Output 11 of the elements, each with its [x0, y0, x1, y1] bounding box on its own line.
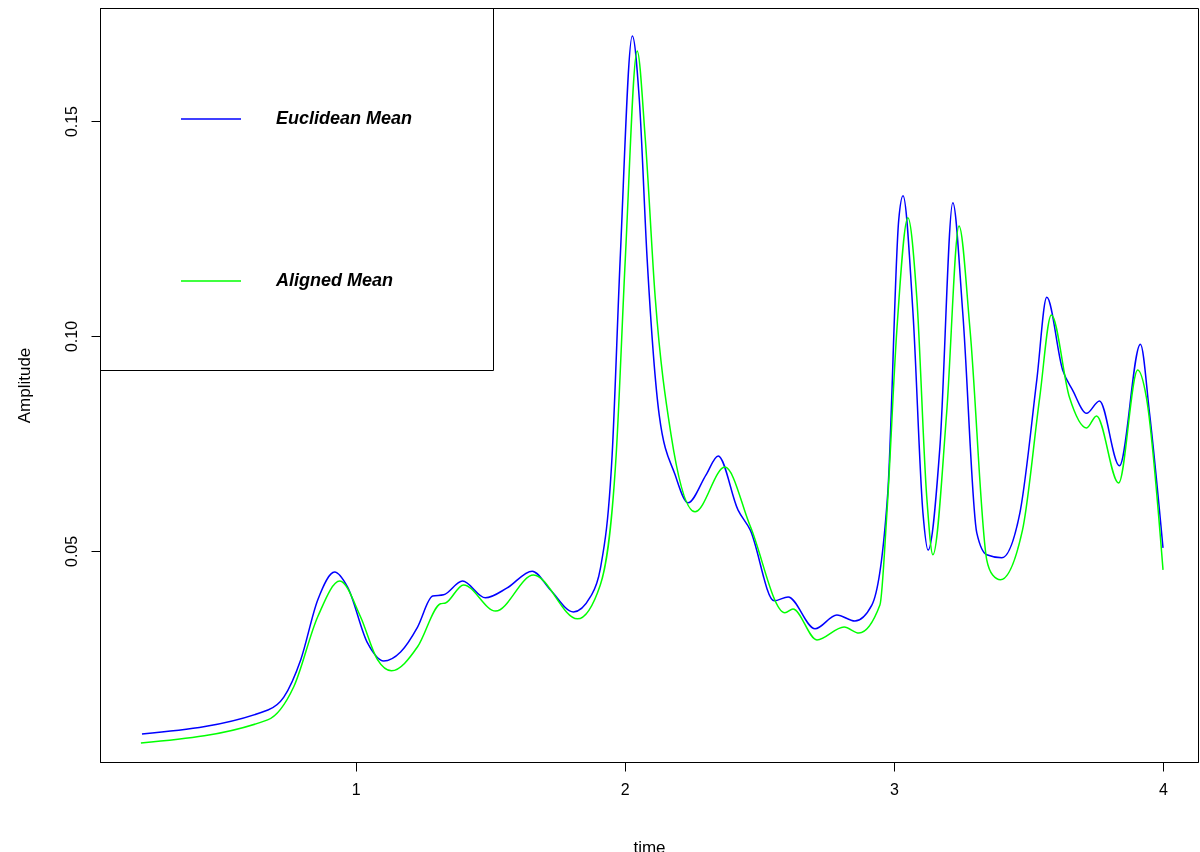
- y-tick-label: 0.10: [62, 320, 80, 353]
- legend-label: Euclidean Mean: [276, 108, 413, 128]
- x-tick-label: 4: [1159, 780, 1169, 798]
- x-tick-label: 1: [351, 780, 361, 798]
- y-tick-label: 0.05: [62, 535, 80, 567]
- x-tick-label: 2: [620, 780, 630, 798]
- y-tick-label: 0.15: [62, 105, 80, 138]
- x-axis-title: time: [633, 837, 666, 852]
- legend-label: Aligned Mean: [275, 270, 394, 290]
- y-axis-title: Amplitude: [14, 347, 34, 424]
- x-tick-label: 3: [889, 780, 899, 798]
